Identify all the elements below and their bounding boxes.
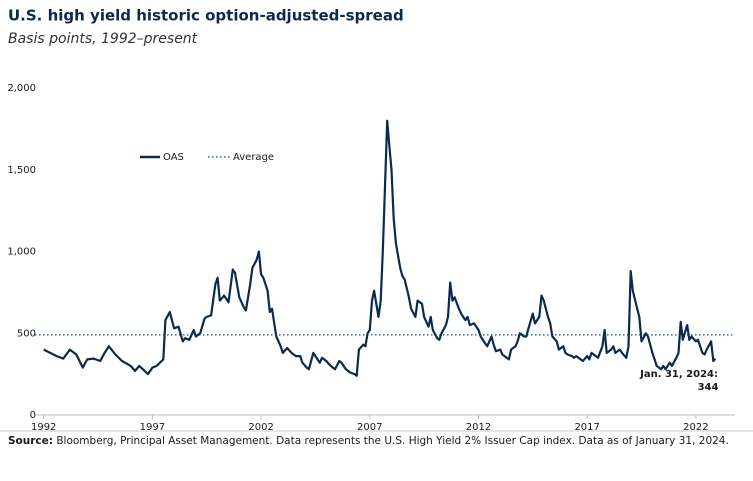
source-text: Bloomberg, Principal Asset Management. D… — [56, 435, 729, 447]
source-label: Source: — [8, 435, 53, 447]
y-tick-label: 2,000 — [7, 83, 36, 94]
chart-title: U.S. high yield historic option-adjusted… — [8, 7, 404, 25]
annotation: Jan. 31, 2024: — [639, 369, 718, 380]
oas-line — [43, 119, 717, 377]
x-tick-label: 2007 — [357, 422, 382, 433]
source: Source: Bloomberg, Principal Asset Manag… — [8, 435, 729, 447]
chart-subtitle: Basis points, 1992–present — [8, 31, 198, 47]
legend-label: Average — [233, 152, 274, 163]
y-tick-label: 1,000 — [7, 247, 36, 258]
y-tick-label: 0 — [30, 410, 36, 421]
x-tick-label: 2017 — [574, 422, 599, 433]
x-tick-label: 2022 — [683, 422, 708, 433]
x-tick-label: 2002 — [248, 422, 273, 433]
legend-label: OAS — [163, 152, 184, 163]
annotation: 344 — [698, 382, 719, 393]
x-tick-label: 1992 — [31, 422, 56, 433]
x-tick-label: 2012 — [466, 422, 491, 433]
y-tick-label: 500 — [17, 328, 36, 339]
x-tick-label: 1997 — [140, 422, 165, 433]
y-tick-label: 1,500 — [7, 165, 36, 176]
